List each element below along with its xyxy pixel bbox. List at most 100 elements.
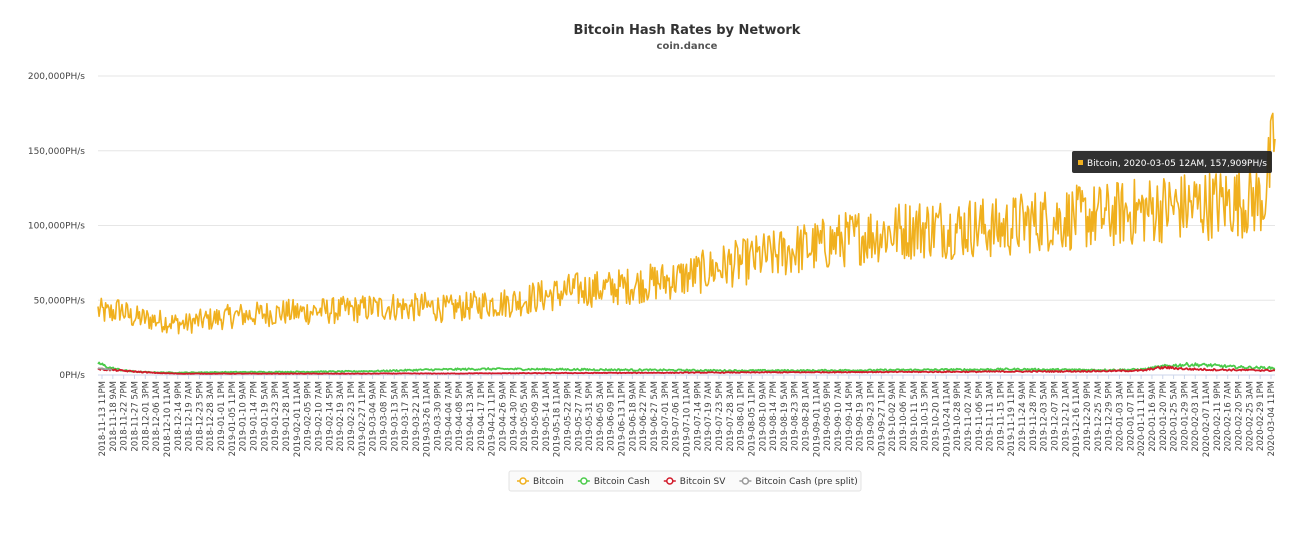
x-tick-label: 2019-02-23 1PM — [347, 381, 357, 451]
x-tick-label: 2019-03-26 11AM — [423, 381, 433, 457]
x-tick-label: 2019-04-04 7AM — [444, 381, 454, 452]
x-tick-label: 2019-08-28 1AM — [802, 381, 812, 452]
x-tick-label: 2020-02-07 11AM — [1202, 381, 1212, 457]
x-tick-label: 2019-07-19 7AM — [704, 381, 714, 452]
series-lines — [97, 112, 1276, 375]
x-tick-label: 2019-03-04 9AM — [369, 381, 379, 452]
x-tick-label: 2018-11-27 5AM — [130, 381, 140, 452]
legend-label: Bitcoin Cash (pre split) — [755, 477, 857, 487]
x-tick-label: 2018-11-22 7PM — [120, 381, 130, 451]
x-tick-label: 2019-12-20 9PM — [1083, 381, 1093, 451]
x-axis: 2018-11-13 11PM 2018-11-18 9AM 2018-11-22 … — [98, 375, 1277, 457]
x-tick-label: 2019-06-13 11PM — [618, 381, 628, 456]
legend-box — [508, 470, 862, 492]
x-tick-label: 2019-06-18 9AM — [628, 381, 638, 452]
x-tick-label: 2019-01-28 1AM — [282, 381, 292, 452]
series-line-bitcoin[interactable] — [97, 112, 1276, 335]
x-tick-label: 2020-02-11 9PM — [1213, 381, 1223, 451]
x-tick-label: 2019-08-14 7PM — [769, 381, 779, 451]
x-tick-label: 2019-06-05 3AM — [596, 381, 606, 452]
legend-item-bitcoin-cash-pre-split[interactable]: Bitcoin Cash (pre split) — [739, 477, 858, 487]
tooltip-box — [1072, 151, 1272, 173]
x-tick-label: 2020-02-03 1AM — [1191, 381, 1201, 452]
x-tick-label: 2019-11-11 3AM — [986, 381, 996, 452]
x-tick-label: 2019-03-22 1AM — [412, 381, 422, 452]
x-tick-label: 2019-08-23 3PM — [791, 381, 801, 451]
x-tick-label: 2019-01-10 9AM — [239, 381, 249, 452]
legend-marker — [666, 477, 674, 485]
x-tick-label: 2019-02-01 11AM — [293, 381, 303, 457]
x-tick-label: 2019-05-31 5PM — [585, 381, 595, 451]
tooltip-text: Bitcoin, 2020-03-05 12AM, 157,909PH/s — [1087, 159, 1267, 169]
x-tick-label: 2019-04-08 5PM — [455, 381, 465, 451]
chart-subtitle: coin.dance — [657, 41, 718, 52]
x-tick-label: 2019-06-27 5AM — [650, 381, 660, 452]
series-line-bitcoin-cash[interactable] — [97, 361, 1276, 374]
y-tick-label: 0PH/s — [59, 371, 85, 381]
x-tick-label: 2019-04-26 9AM — [498, 381, 508, 452]
x-tick-label: 2020-01-11 11PM — [1137, 381, 1147, 456]
x-tick-label: 2019-08-10 9AM — [758, 381, 768, 452]
x-tick-label: 2020-01-16 9AM — [1148, 381, 1158, 452]
x-tick-label: 2019-07-23 5PM — [715, 381, 725, 451]
x-tick-label: 2019-10-15 3PM — [921, 381, 931, 451]
legend-marker — [741, 477, 750, 485]
legend-item-bitcoin-sv[interactable]: Bitcoin SV — [663, 477, 726, 487]
legend-item-bitcoin-cash[interactable]: Bitcoin Cash — [577, 477, 650, 487]
y-tick-label: 150,000PH/s — [28, 147, 85, 157]
series-line-bitcoin-cash-pre-split[interactable] — [97, 367, 113, 371]
x-tick-label: 2020-02-25 3AM — [1245, 381, 1255, 452]
x-tick-label: 2019-09-01 11AM — [812, 381, 822, 457]
x-tick-label: 2019-09-27 11PM — [877, 381, 887, 456]
x-tick-label: 2019-12-12 1AM — [1061, 381, 1071, 452]
x-tick-label: 2019-08-19 5AM — [780, 381, 790, 452]
x-tick-label: 2020-01-03 3AM — [1115, 381, 1125, 452]
x-tick-label: 2019-10-02 9AM — [888, 381, 898, 452]
x-tick-label: 2019-08-01 1PM — [737, 381, 747, 451]
x-tick-label: 2019-01-23 3PM — [271, 381, 281, 451]
x-tick-label: 2019-05-27 7AM — [574, 381, 584, 452]
x-tick-label: 2019-09-19 3AM — [856, 381, 866, 452]
x-tick-label: 2019-03-13 5AM — [390, 381, 400, 452]
x-tick-label: 2019-11-19 11PM — [1007, 381, 1017, 456]
tooltip: Bitcoin, 2020-03-05 12AM, 157,909PH/s — [1072, 151, 1272, 173]
y-axis: 0PH/s 50,000PH/s 100,000PH/s 150,000PH/s 200… — [28, 72, 85, 381]
x-tick-label: 2019-02-05 9PM — [304, 381, 314, 451]
x-tick-label: 2019-04-17 1PM — [477, 381, 487, 451]
legend-marker — [519, 477, 527, 485]
x-tick-label: 2019-11-15 1PM — [996, 381, 1006, 451]
x-tick-label: 2019-11-06 5PM — [975, 381, 985, 451]
x-tick-label: 2019-10-24 11AM — [942, 381, 952, 457]
x-tick-label: 2019-09-23 1PM — [867, 381, 877, 451]
x-tick-label: 2019-06-22 7PM — [639, 381, 649, 451]
y-tick-label: 50,000PH/s — [34, 296, 86, 306]
legend-label: Bitcoin — [533, 477, 564, 487]
legend-label: Bitcoin SV — [680, 477, 726, 487]
x-tick-label: 2019-01-19 5AM — [260, 381, 270, 452]
x-tick-label: 2019-09-14 5PM — [845, 381, 855, 451]
x-tick-label: 2019-03-30 9PM — [434, 381, 444, 451]
x-tick-label: 2020-02-16 7AM — [1224, 381, 1234, 452]
chart-title: Bitcoin Hash Rates by Network — [574, 23, 801, 38]
x-tick-label: 2019-11-28 7PM — [1029, 381, 1039, 451]
tooltip-swatch — [1078, 160, 1083, 165]
x-tick-label: 2020-01-25 5AM — [1170, 381, 1180, 452]
legend-item-bitcoin[interactable]: Bitcoin — [517, 477, 564, 487]
x-tick-label: 2019-07-14 9PM — [693, 381, 703, 451]
x-tick-label: 2018-12-28 3AM — [206, 381, 216, 452]
x-tick-label: 2019-08-05 11PM — [747, 381, 757, 456]
legend: Bitcoin Bitcoin Cash Bitcoin SV Bitcoin Cas… — [508, 470, 862, 492]
x-tick-label: 2019-02-14 5PM — [325, 381, 335, 451]
x-tick-label: 2020-01-29 3PM — [1180, 381, 1190, 451]
x-tick-label: 2019-12-25 7AM — [1094, 381, 1104, 452]
x-tick-label: 2019-02-10 7AM — [314, 381, 324, 452]
x-tick-label: 2019-10-28 9PM — [953, 381, 963, 451]
x-tick-label: 2019-05-22 9PM — [563, 381, 573, 451]
x-tick-label: 2019-01-14 7PM — [250, 381, 260, 451]
x-tick-label: 2018-12-06 1AM — [152, 381, 162, 452]
x-tick-label: 2018-11-18 9AM — [109, 381, 119, 452]
x-tick-label: 2018-12-19 7AM — [185, 381, 195, 452]
series-line-bitcoin-sv[interactable] — [97, 365, 1276, 375]
